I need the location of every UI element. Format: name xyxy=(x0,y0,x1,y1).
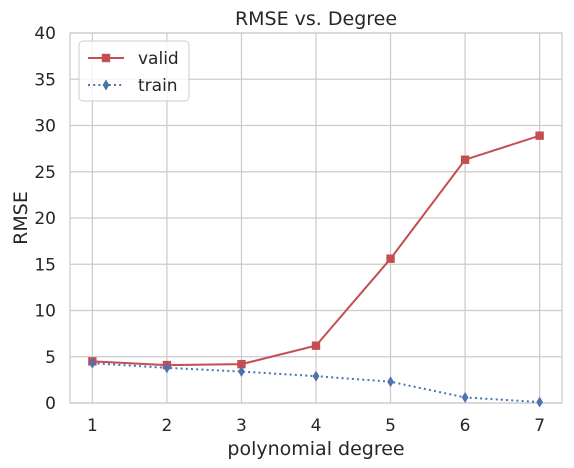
data-point-valid xyxy=(311,341,321,350)
data-point-valid xyxy=(535,131,544,140)
y-tick-label: 35 xyxy=(34,70,56,90)
data-point-valid xyxy=(237,359,246,369)
x-tick-label: 7 xyxy=(534,416,545,436)
data-point-valid xyxy=(386,254,395,263)
series-train xyxy=(89,357,543,408)
data-point-train xyxy=(461,391,469,403)
data-point-valid xyxy=(101,53,111,63)
y-tick-label: 15 xyxy=(34,255,56,275)
chart-title: RMSE vs. Degree xyxy=(235,8,397,30)
y-tick-labels: 0 5 10 15 20 25 30 35 40 xyxy=(34,24,56,414)
x-tick-label: 5 xyxy=(385,416,396,436)
data-point-train xyxy=(89,357,96,369)
y-tick-label: 25 xyxy=(34,163,56,183)
series-layer xyxy=(88,131,544,408)
data-point-valid xyxy=(460,155,470,164)
y-tick-label: 30 xyxy=(34,117,56,137)
y-tick-label: 10 xyxy=(34,302,56,322)
x-tick-labels: 1 2 3 4 5 6 7 xyxy=(87,416,545,436)
grid xyxy=(70,32,562,404)
y-tick-label: 20 xyxy=(34,209,56,229)
plot-frame xyxy=(69,32,563,404)
data-point-train xyxy=(387,376,394,388)
x-tick-label: 3 xyxy=(236,416,247,436)
x-tick-label: 1 xyxy=(87,416,98,436)
y-tick-label: 5 xyxy=(45,348,56,368)
data-point-train xyxy=(102,79,110,91)
y-tick-label: 0 xyxy=(45,394,56,414)
legend-label-valid: valid xyxy=(138,49,179,69)
data-point-train xyxy=(312,370,320,382)
x-axis-label: polynomial degree xyxy=(227,438,404,460)
x-tick-label: 4 xyxy=(311,416,322,436)
legend-label-train: train xyxy=(138,76,178,96)
y-tick-label: 40 xyxy=(34,24,56,44)
y-axis-label: RMSE xyxy=(10,191,32,245)
x-tick-label: 6 xyxy=(460,416,471,436)
data-point-train xyxy=(163,362,171,374)
legend: valid train xyxy=(78,40,190,102)
x-tick-label: 2 xyxy=(161,416,172,436)
data-point-train xyxy=(536,396,543,408)
data-point-train xyxy=(238,366,245,378)
